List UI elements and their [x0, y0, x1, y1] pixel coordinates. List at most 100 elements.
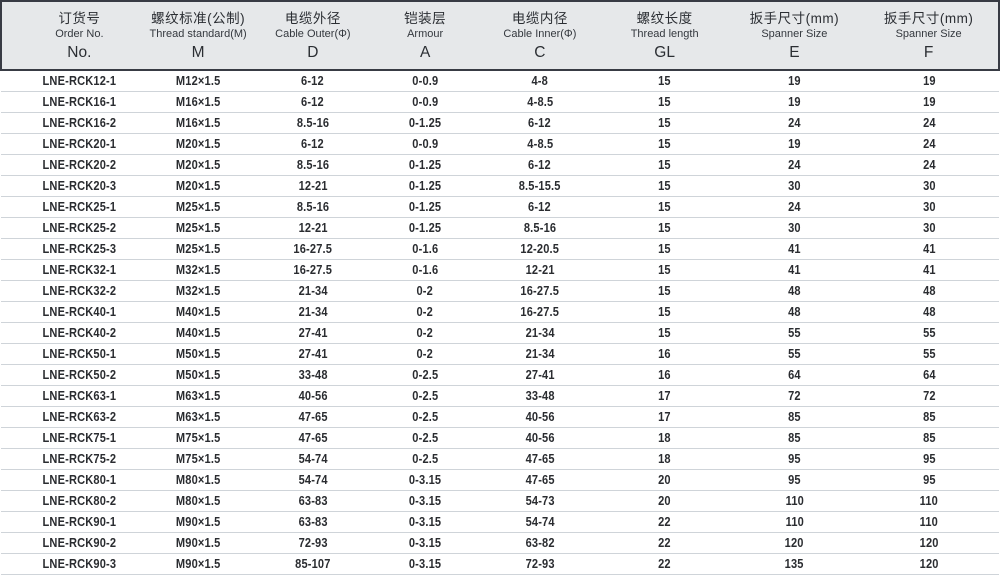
- cell-text: 15: [658, 241, 671, 256]
- cell-text: 55: [788, 325, 801, 340]
- cell-e: 85: [729, 427, 860, 449]
- cell-m: M63×1.5: [140, 406, 256, 428]
- header-code-label: No.: [67, 44, 92, 61]
- cell-d: 47-65: [255, 406, 371, 428]
- header-zh-label: 订货号: [58, 11, 101, 26]
- cell-a: 0-2: [370, 301, 481, 323]
- cell-text: LNE-RCK50-2: [42, 367, 116, 382]
- cell-text: 30: [788, 178, 801, 193]
- cell-text: 17: [658, 388, 671, 403]
- cell-c: 4-8.5: [480, 133, 600, 155]
- cell-text: 72: [788, 388, 801, 403]
- cell-text: LNE-RCK75-2: [42, 451, 116, 466]
- cell-text: 24: [922, 157, 936, 172]
- cell-gl: 15: [599, 133, 730, 155]
- cell-text: 110: [919, 514, 939, 529]
- cell-e: 48: [729, 280, 860, 302]
- cell-no: LNE-RCK90-2: [1, 532, 141, 554]
- cell-a: 0-0.9: [370, 70, 481, 92]
- cell-m: M75×1.5: [140, 427, 256, 449]
- cell-text: M25×1.5: [175, 199, 221, 214]
- cell-text: LNE-RCK25-3: [42, 241, 116, 256]
- cell-text: 8.5-16: [296, 157, 330, 172]
- cell-e: 30: [729, 175, 860, 197]
- cell-text: 64: [788, 367, 801, 382]
- cell-e: 120: [729, 532, 860, 554]
- cell-f: 85: [859, 427, 999, 449]
- cell-a: 0-3.15: [370, 553, 481, 575]
- cell-gl: 15: [599, 154, 730, 176]
- cell-text: 15: [658, 199, 671, 214]
- cell-text: 0-1.6: [412, 262, 439, 277]
- column-header-cable-outer: 电缆外径 Cable Outer(Φ) D: [255, 0, 371, 71]
- cell-m: M16×1.5: [140, 112, 256, 134]
- cell-m: M63×1.5: [140, 385, 256, 407]
- cell-text: 0-0.9: [412, 73, 439, 89]
- cell-c: 33-48: [480, 385, 600, 407]
- cell-text: 4-8.5: [526, 94, 553, 109]
- cell-m: M20×1.5: [140, 154, 256, 176]
- cell-a: 0-1.6: [370, 238, 481, 260]
- cell-gl: 15: [599, 280, 730, 302]
- cell-f: 48: [859, 280, 999, 302]
- cell-text: 16: [658, 367, 671, 382]
- cell-text: 47-65: [298, 409, 328, 424]
- table-row: LNE-RCK40-2 M40×1.5 27-41 0-2 21-34 15 55 55: [1, 322, 999, 344]
- cell-text: 54-74: [525, 514, 555, 529]
- cell-c: 63-82: [480, 532, 600, 554]
- cell-text: 15: [658, 325, 671, 340]
- cell-no: LNE-RCK16-2: [1, 112, 141, 134]
- cell-text: 6-12: [301, 94, 325, 109]
- cell-text: 16-27.5: [520, 304, 560, 319]
- cell-f: 72: [859, 385, 999, 407]
- cell-text: LNE-RCK80-2: [42, 493, 116, 508]
- cell-gl: 15: [599, 91, 730, 113]
- cell-text: M50×1.5: [175, 367, 221, 382]
- cell-text: 21-34: [298, 283, 328, 298]
- cell-text: 30: [788, 220, 801, 235]
- cell-text: M40×1.5: [175, 304, 221, 319]
- cell-e: 24: [729, 196, 860, 218]
- cell-text: 55: [922, 346, 936, 361]
- cell-text: M50×1.5: [175, 346, 221, 361]
- cell-a: 0-1.25: [370, 112, 481, 134]
- cell-no: LNE-RCK80-2: [1, 490, 141, 512]
- cell-text: 19: [788, 73, 801, 89]
- cell-text: 8.5-16: [296, 199, 330, 214]
- cell-text: LNE-RCK90-3: [42, 556, 116, 571]
- cell-gl: 18: [599, 448, 730, 470]
- cell-d: 8.5-16: [255, 112, 371, 134]
- cell-f: 95: [859, 448, 999, 470]
- cell-text: M16×1.5: [175, 94, 221, 109]
- cell-text: LNE-RCK16-1: [42, 94, 116, 109]
- cell-text: 0-2.5: [412, 451, 439, 466]
- cell-f: 110: [859, 490, 999, 512]
- cell-gl: 15: [599, 238, 730, 260]
- cell-text: 22: [658, 514, 671, 529]
- cell-e: 110: [729, 511, 860, 533]
- cell-f: 19: [859, 91, 999, 113]
- header-row: 订货号 Order No. No. 螺纹标准(公制) Thread standa…: [0, 0, 1000, 71]
- cell-d: 40-56: [255, 385, 371, 407]
- cell-d: 6-12: [255, 70, 371, 92]
- header-en-label: Order No.: [55, 28, 104, 40]
- cell-text: 54-74: [298, 451, 328, 466]
- cell-text: 27-41: [525, 367, 555, 382]
- cell-text: 24: [922, 136, 936, 151]
- cell-text: 15: [658, 115, 671, 130]
- cell-text: M80×1.5: [175, 493, 221, 508]
- cell-text: 0-1.25: [408, 115, 442, 130]
- cell-d: 72-93: [255, 532, 371, 554]
- cell-gl: 20: [599, 469, 730, 491]
- cell-d: 6-12: [255, 133, 371, 155]
- cell-no: LNE-RCK16-1: [1, 91, 141, 113]
- cell-text: 48: [922, 304, 936, 319]
- cell-no: LNE-RCK75-1: [1, 427, 141, 449]
- table-row: LNE-RCK50-2 M50×1.5 33-48 0-2.5 27-41 16 64 64: [1, 364, 999, 386]
- cell-m: M12×1.5: [140, 70, 256, 92]
- cell-no: LNE-RCK75-2: [1, 448, 141, 470]
- cell-text: LNE-RCK32-1: [42, 262, 116, 277]
- header-zh-label: 电缆外径: [284, 11, 341, 26]
- cell-text: 0-1.25: [408, 220, 442, 235]
- cell-f: 30: [859, 217, 999, 239]
